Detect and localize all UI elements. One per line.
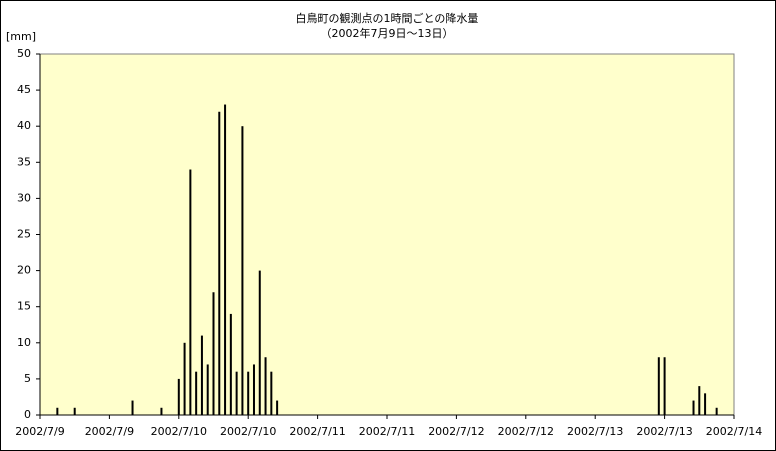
bar bbox=[258, 270, 261, 415]
bar bbox=[715, 407, 718, 415]
bar bbox=[195, 371, 198, 415]
x-tick-label: 2002/7/9 bbox=[85, 425, 134, 438]
bar bbox=[212, 292, 215, 415]
bar bbox=[247, 371, 250, 415]
y-axis-label: [mm] bbox=[6, 30, 36, 43]
bar bbox=[218, 111, 221, 415]
chart-subtitle: （2002年7月9日～13日） bbox=[321, 26, 454, 40]
bar bbox=[276, 400, 279, 415]
bar bbox=[206, 364, 209, 415]
x-tick-label: 2002/7/12 bbox=[498, 425, 554, 438]
y-tick-label: 25 bbox=[17, 228, 31, 241]
x-tick-label: 2002/7/11 bbox=[359, 425, 415, 438]
bar bbox=[252, 364, 255, 415]
x-tick-label: 2002/7/14 bbox=[706, 425, 762, 438]
bar bbox=[224, 104, 227, 415]
bar bbox=[160, 407, 163, 415]
x-tick-label: 2002/7/13 bbox=[567, 425, 623, 438]
y-tick-label: 35 bbox=[17, 155, 31, 168]
bar bbox=[698, 386, 701, 415]
x-tick-label: 2002/7/9 bbox=[15, 425, 64, 438]
bar bbox=[264, 357, 267, 415]
plot-area bbox=[39, 53, 735, 416]
bar bbox=[692, 400, 695, 415]
bar bbox=[241, 126, 244, 415]
x-tick-label: 2002/7/13 bbox=[636, 425, 692, 438]
bar bbox=[229, 313, 232, 415]
y-tick-label: 30 bbox=[17, 191, 31, 204]
y-tick-label: 10 bbox=[17, 336, 31, 349]
x-tick-label: 2002/7/10 bbox=[220, 425, 276, 438]
x-tick-label: 2002/7/10 bbox=[151, 425, 207, 438]
bar bbox=[177, 378, 180, 415]
bar bbox=[189, 169, 192, 415]
bar bbox=[663, 357, 666, 415]
y-tick-label: 0 bbox=[24, 408, 31, 421]
chart-title: 白鳥町の観測点の1時間ごとの降水量 bbox=[296, 11, 479, 25]
bar bbox=[200, 335, 203, 415]
y-tick-label: 45 bbox=[17, 83, 31, 96]
y-tick-label: 5 bbox=[24, 372, 31, 385]
y-tick-label: 40 bbox=[17, 119, 31, 132]
y-tick-label: 50 bbox=[17, 47, 31, 60]
bar bbox=[131, 400, 134, 415]
bar bbox=[56, 407, 59, 415]
y-tick-label: 20 bbox=[17, 264, 31, 277]
bar bbox=[657, 357, 660, 415]
bar bbox=[73, 407, 76, 415]
x-tick-label: 2002/7/12 bbox=[428, 425, 484, 438]
bar bbox=[183, 342, 186, 415]
bar bbox=[235, 371, 238, 415]
x-tick-label: 2002/7/11 bbox=[289, 425, 345, 438]
bar bbox=[270, 371, 273, 415]
bar bbox=[704, 393, 707, 415]
y-tick-label: 15 bbox=[17, 300, 31, 313]
